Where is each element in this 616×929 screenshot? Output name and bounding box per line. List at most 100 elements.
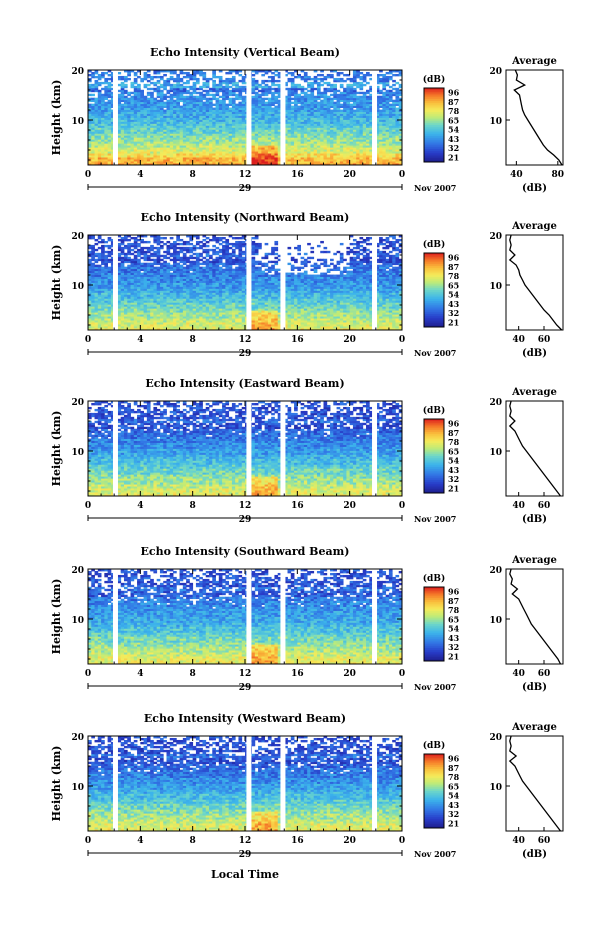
x-tick-label: 8 xyxy=(190,501,196,511)
average-x-tick-label: 40 xyxy=(512,669,525,679)
y-tick-label: 10 xyxy=(71,117,84,127)
average-x-label: (dB) xyxy=(522,183,547,194)
date-label: Nov 2007 xyxy=(414,514,456,524)
colorbar-tick-label: 87 xyxy=(448,428,459,438)
colorbar-tick-label: 54 xyxy=(448,290,460,300)
average-line xyxy=(509,568,562,665)
y-tick-label: 20 xyxy=(71,398,84,408)
average-title: Average xyxy=(511,221,557,232)
y-tick-label: 20 xyxy=(71,733,84,743)
date-label: Nov 2007 xyxy=(414,183,456,193)
average-y-tick-label: 10 xyxy=(489,117,502,127)
x-tick-label: 20 xyxy=(343,170,356,180)
date-label: Nov 2007 xyxy=(414,849,456,859)
day-label: 29 xyxy=(239,850,252,860)
colorbar-tick-label: 32 xyxy=(448,143,459,153)
average-y-tick-label: 20 xyxy=(489,566,502,576)
x-tick-label: 20 xyxy=(343,501,356,511)
colorbar-tick-label: 32 xyxy=(448,474,459,484)
x-tick-label: 20 xyxy=(343,335,356,345)
x-tick-label: 0 xyxy=(85,836,91,846)
x-tick-label: 12 xyxy=(239,335,252,345)
colorbar-tick-label: 78 xyxy=(448,772,460,782)
colorbar-tick-label: 87 xyxy=(448,596,459,606)
average-x-label: (dB) xyxy=(522,514,547,525)
average-y-tick-label: 10 xyxy=(489,783,502,793)
x-axis-label: Local Time xyxy=(211,868,279,881)
data-gap xyxy=(280,569,286,664)
colorbar-tick-label: 54 xyxy=(448,456,460,466)
x-tick-label: 8 xyxy=(190,170,196,180)
y-tick-label: 20 xyxy=(71,566,84,576)
x-tick-label: 16 xyxy=(291,335,304,345)
y-axis-label: Height (km) xyxy=(50,80,63,156)
day-label: 29 xyxy=(239,349,252,359)
colorbar-tick-label: 65 xyxy=(448,781,459,791)
colorbar-tick-label: 87 xyxy=(448,763,459,773)
average-x-tick-label: 40 xyxy=(510,170,523,180)
colorbar-tick-label: 65 xyxy=(448,446,459,456)
colorbar-tick-label: 43 xyxy=(448,633,460,643)
data-gap xyxy=(280,70,286,165)
x-tick-label: 16 xyxy=(291,501,304,511)
y-tick-label: 10 xyxy=(71,616,84,626)
colorbar-tick-label: 54 xyxy=(448,125,460,135)
y-tick-label: 10 xyxy=(71,783,84,793)
average-profile: Average 20 10 40 60 (dB) xyxy=(489,722,564,860)
colorbar-tick-label: 78 xyxy=(448,437,460,447)
y-tick-label: 10 xyxy=(71,282,84,292)
data-gap xyxy=(246,736,252,831)
average-profile: Average 20 10 40 60 (dB) xyxy=(489,221,564,359)
panel-title: Echo Intensity (Westward Beam) xyxy=(144,712,346,725)
average-title: Average xyxy=(511,555,557,566)
data-gap xyxy=(280,736,286,831)
data-gap xyxy=(246,569,252,664)
colorbar xyxy=(423,87,445,163)
colorbar xyxy=(423,252,445,328)
panel-3: Echo Intensity (Eastward Beam) 20 10 Height… xyxy=(50,377,564,525)
average-y-tick-label: 20 xyxy=(489,67,502,77)
heatmap-cells xyxy=(88,401,403,497)
y-axis-label: Height (km) xyxy=(50,411,63,487)
heatmap-cells xyxy=(88,70,403,166)
colorbar-tick-label: 87 xyxy=(448,262,459,272)
average-line xyxy=(508,234,563,331)
data-gap xyxy=(112,235,118,330)
colorbar-tick-label: 65 xyxy=(448,614,459,624)
data-gap xyxy=(246,70,252,165)
panel-1: Echo Intensity (Vertical Beam) 20 10 Height… xyxy=(50,46,564,194)
x-tick-label: 8 xyxy=(190,335,196,345)
colorbar-tick-label: 21 xyxy=(448,152,459,162)
heatmap-cells xyxy=(88,235,403,331)
x-tick-label: 0 xyxy=(85,669,91,679)
y-axis-label: Height (km) xyxy=(50,746,63,822)
x-tick-label: 12 xyxy=(239,501,252,511)
average-y-tick-label: 10 xyxy=(489,282,502,292)
x-tick-label: 4 xyxy=(137,501,143,511)
data-gap xyxy=(372,569,378,664)
colorbar-tick-label: 78 xyxy=(448,271,460,281)
x-tick-label: 8 xyxy=(190,836,196,846)
colorbar-tick-label: 96 xyxy=(448,754,460,764)
colorbar-tick-label: 43 xyxy=(448,800,460,810)
panel-title: Echo Intensity (Northward Beam) xyxy=(141,211,350,224)
colorbar-tick-label: 43 xyxy=(448,134,460,144)
x-tick-label: 8 xyxy=(190,669,196,679)
day-label: 29 xyxy=(239,683,252,693)
data-gap xyxy=(112,401,118,496)
average-title: Average xyxy=(511,722,557,733)
colorbar-tick-label: 96 xyxy=(448,419,460,429)
colorbar-tick-label: 96 xyxy=(448,88,460,98)
average-x-tick-label: 60 xyxy=(538,501,551,511)
colorbar-tick-label: 21 xyxy=(448,483,459,493)
colorbar xyxy=(423,418,445,494)
y-tick-label: 10 xyxy=(71,448,84,458)
average-x-tick-label: 60 xyxy=(538,669,551,679)
panel-5: Echo Intensity (Westward Beam) 20 10 Height… xyxy=(50,712,564,860)
average-frame xyxy=(505,568,564,665)
colorbar-tick-label: 43 xyxy=(448,299,460,309)
average-x-tick-label: 80 xyxy=(552,170,565,180)
average-frame xyxy=(505,400,564,497)
x-tick-label: 0 xyxy=(399,836,405,846)
